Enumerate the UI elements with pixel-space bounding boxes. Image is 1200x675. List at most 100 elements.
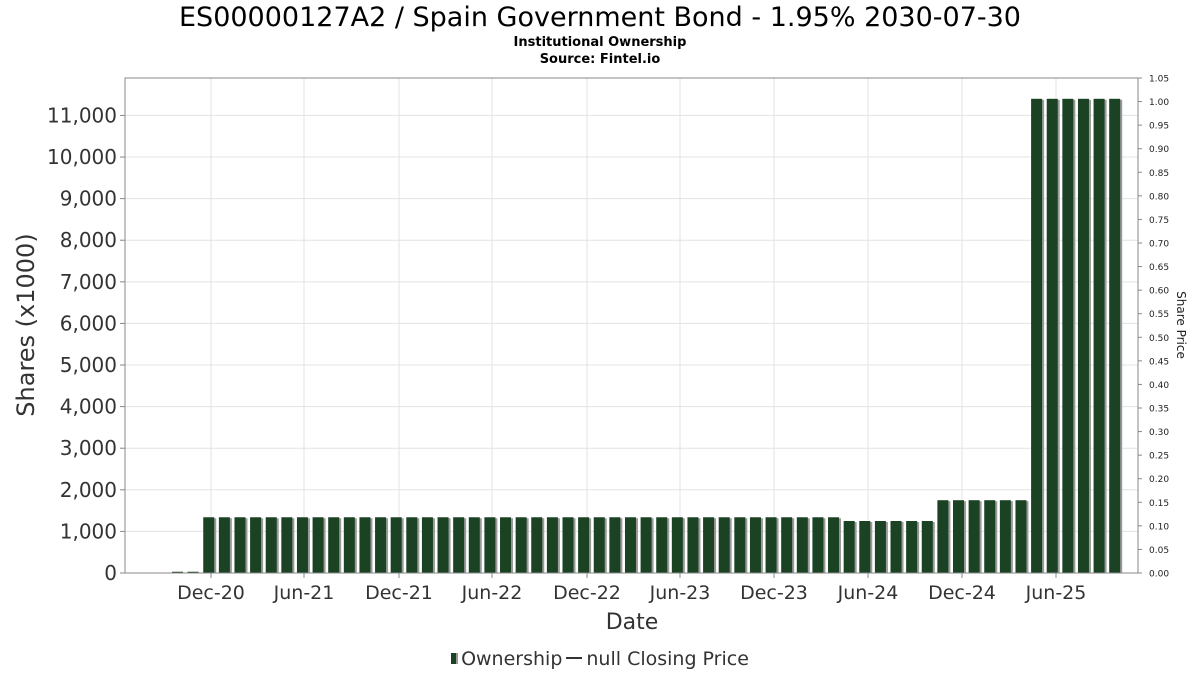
y2-tick-label: 0.55	[1149, 310, 1169, 320]
ownership-bar	[593, 517, 605, 573]
y2-tick-label: 0.20	[1149, 475, 1169, 485]
x-tick-label: Dec-22	[553, 582, 621, 604]
y-tick-label: 4,000	[60, 395, 117, 419]
ownership-bar	[328, 517, 340, 573]
ownership-bar	[874, 521, 886, 573]
ownership-bar	[562, 517, 574, 573]
ownership-bar	[421, 517, 433, 573]
ownership-bar	[172, 571, 183, 573]
ownership-bar	[484, 517, 496, 573]
ownership-bar	[296, 517, 308, 573]
y2-tick-label: 0.70	[1149, 240, 1169, 250]
ownership-bar	[796, 517, 808, 573]
chart-subtitle: Institutional Ownership	[513, 35, 687, 50]
ownership-bar	[359, 517, 371, 573]
x-tick-label: Jun-24	[837, 582, 899, 604]
ownership-bar	[624, 517, 636, 573]
ownership-bar	[515, 517, 527, 573]
x-tick-label: Dec-21	[365, 582, 433, 604]
y-tick-label: 6,000	[60, 311, 117, 335]
legend: Ownership null Closing Price	[0, 648, 1200, 670]
ownership-bar	[968, 500, 980, 573]
ownership-swatch	[451, 653, 459, 664]
ownership-bar	[656, 517, 668, 573]
ownership-bar	[453, 517, 465, 573]
plot-frame	[124, 77, 1139, 574]
price-swatch	[566, 657, 583, 659]
chart-title: ES00000127A2 / Spain Government Bond - 1…	[179, 2, 1021, 33]
y2-tick-label: 0.60	[1149, 287, 1169, 297]
ownership-bar	[531, 517, 543, 573]
ownership-bar	[843, 521, 855, 573]
ownership-bar	[812, 517, 824, 573]
x-axis-label: Date	[606, 610, 659, 635]
ownership-bar	[999, 500, 1011, 573]
x-tick-label: Dec-23	[740, 582, 808, 604]
y2-tick-label: 1.05	[1149, 75, 1169, 85]
ownership-bar	[218, 517, 230, 573]
y2-tick-label: 0.80	[1149, 192, 1169, 202]
y-tick-label: 10,000	[47, 145, 117, 169]
ownership-bar	[546, 517, 558, 573]
ownership-bar	[890, 521, 902, 573]
legend-price: null Closing Price	[586, 648, 749, 670]
ownership-bar	[921, 521, 933, 573]
ownership-bar	[1109, 98, 1121, 574]
y-axis-label: Shares (x1000)	[12, 233, 40, 416]
y2-tick-label: 0.90	[1149, 145, 1169, 155]
ownership-bar	[703, 517, 715, 573]
ownership-bar	[390, 517, 402, 573]
ownership-bar	[500, 517, 512, 573]
ownership-bar	[671, 517, 683, 573]
ownership-bar	[640, 517, 652, 573]
ownership-bar	[375, 517, 387, 573]
ownership-bar	[281, 517, 293, 573]
y2-axis-label: Share Price	[1174, 291, 1188, 359]
y2-tick-label: 0.15	[1149, 499, 1169, 509]
ownership-bar	[859, 521, 871, 573]
ownership-bar	[1093, 98, 1105, 574]
ownership-bar	[718, 517, 730, 573]
ownership-bar	[468, 517, 480, 573]
y-tick-label: 9,000	[60, 187, 117, 211]
y2-tick-label: 0.75	[1149, 216, 1169, 226]
ownership-bar	[437, 517, 449, 573]
y-tick-label: 3,000	[60, 436, 117, 460]
y2-tick-label: 0.50	[1149, 334, 1169, 344]
ownership-bar	[765, 517, 777, 573]
y-tick-label: 11,000	[47, 103, 117, 127]
y-tick-label: 0	[104, 561, 117, 585]
x-tick-label: Dec-24	[928, 582, 996, 604]
ownership-bar	[828, 517, 840, 573]
ownership-bar	[406, 517, 418, 573]
y2-tick-label: 0.40	[1149, 381, 1169, 391]
y-tick-label: 1,000	[60, 519, 117, 543]
legend-ownership: Ownership	[461, 648, 563, 670]
y2-tick-label: 0.00	[1149, 570, 1169, 580]
y-tick-label: 5,000	[60, 353, 117, 377]
ownership-bar	[953, 500, 964, 573]
x-tick-label: Jun-21	[273, 582, 335, 604]
chart-source: Source: Fintel.io	[539, 52, 661, 67]
ownership-bar	[1062, 98, 1074, 574]
y2-tick-label: 0.45	[1149, 357, 1169, 367]
ownership-bar	[937, 500, 949, 573]
ownership-bar	[781, 517, 793, 573]
y-tick-label: 8,000	[60, 228, 117, 252]
y2-tick-label: 0.30	[1149, 428, 1169, 438]
ownership-bar	[1031, 98, 1043, 574]
y2-tick-label: 0.95	[1149, 122, 1169, 132]
ownership-bar	[1046, 98, 1058, 574]
x-tick-label: Jun-22	[461, 582, 523, 604]
ownership-bar	[749, 517, 761, 573]
ownership-bar	[234, 517, 246, 573]
ownership-bar	[187, 571, 199, 573]
axis-layer: 0 1,000 2,000 3,000 4,000 5,000 6,000 7,000 8,00…	[47, 75, 1169, 605]
ownership-bar	[343, 517, 355, 573]
y2-tick-label: 0.10	[1149, 522, 1169, 532]
x-tick-label: Dec-20	[177, 582, 245, 604]
y-tick-label: 2,000	[60, 478, 117, 502]
ownership-bar	[609, 517, 621, 573]
y2-tick-label: 0.25	[1149, 452, 1169, 462]
